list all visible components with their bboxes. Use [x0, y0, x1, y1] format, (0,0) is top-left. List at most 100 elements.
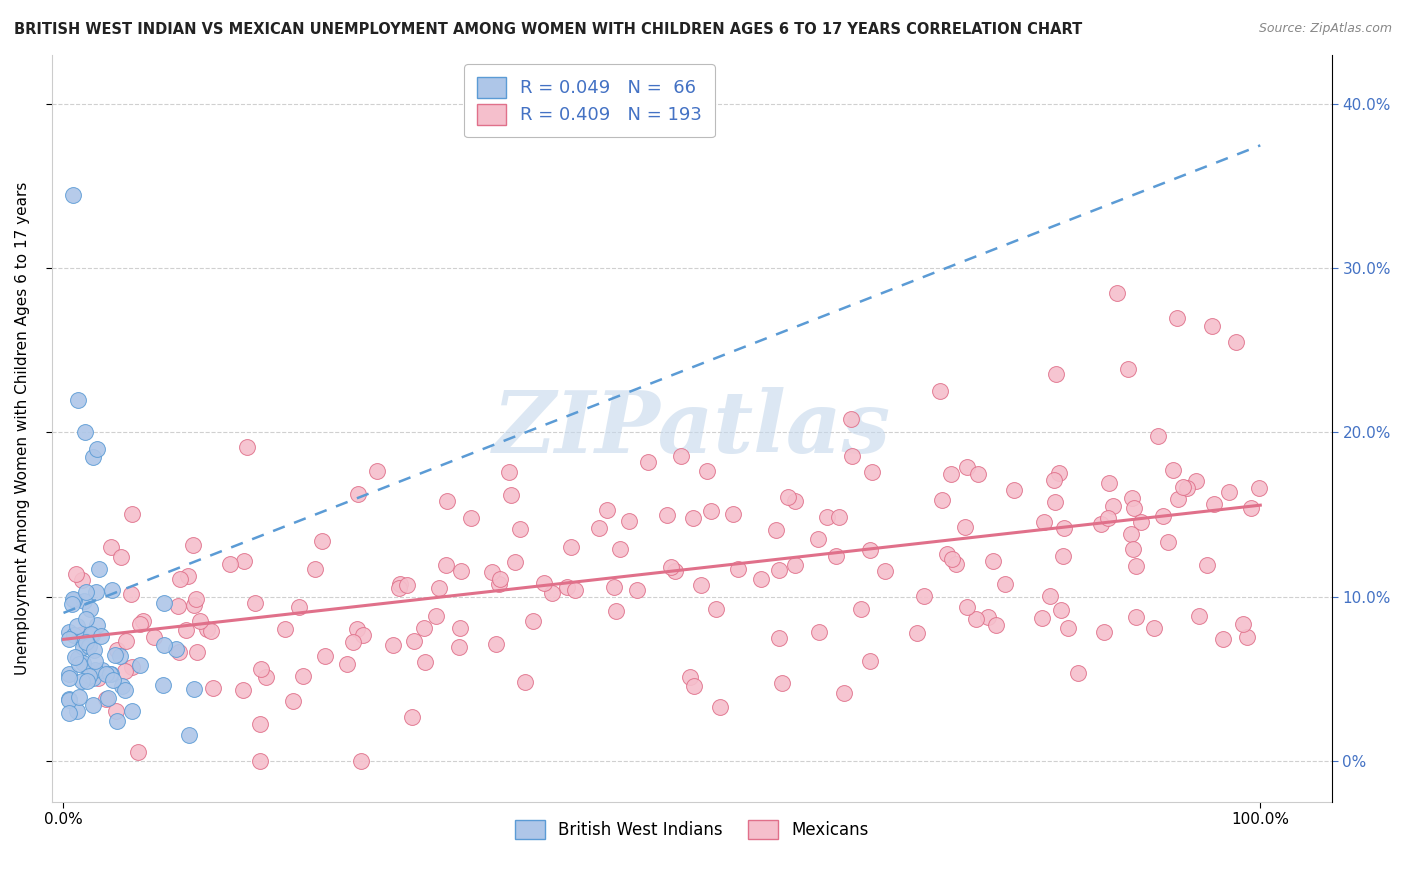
Point — [66, 392, 89, 407]
Point — [603, 580, 626, 594]
Point — [768, 631, 790, 645]
Text: Source: ZipAtlas.com: Source: ZipAtlas.com — [1258, 22, 1392, 36]
Point — [533, 575, 555, 590]
Point — [1067, 666, 1090, 681]
Point — [1031, 610, 1053, 624]
Point — [1043, 474, 1066, 488]
Point — [689, 578, 711, 592]
Point — [488, 576, 510, 591]
Point — [1153, 509, 1175, 524]
Point — [63, 649, 86, 664]
Point — [184, 591, 207, 606]
Point — [1201, 318, 1223, 333]
Point — [700, 504, 723, 518]
Point — [1161, 463, 1184, 477]
Point — [105, 714, 128, 729]
Point — [291, 669, 314, 683]
Point — [841, 450, 863, 464]
Point — [503, 555, 526, 569]
Point — [1188, 609, 1211, 624]
Point — [108, 648, 131, 663]
Point — [183, 599, 205, 613]
Point — [94, 692, 117, 706]
Point — [82, 671, 104, 685]
Point — [87, 562, 110, 576]
Point — [436, 494, 458, 508]
Point — [807, 533, 830, 547]
Point — [1047, 466, 1070, 480]
Point — [366, 463, 388, 477]
Point — [1167, 492, 1189, 507]
Point — [80, 628, 103, 642]
Point — [1116, 362, 1139, 376]
Point — [595, 503, 617, 517]
Point — [1057, 621, 1080, 635]
Point — [808, 624, 831, 639]
Point — [84, 585, 107, 599]
Point — [1097, 510, 1119, 524]
Point — [70, 674, 93, 689]
Point — [1146, 429, 1168, 443]
Point — [498, 466, 520, 480]
Point — [388, 577, 411, 591]
Point — [115, 634, 138, 648]
Point — [1050, 602, 1073, 616]
Point — [541, 585, 564, 599]
Point — [522, 614, 544, 628]
Point — [121, 704, 143, 718]
Point — [72, 632, 94, 647]
Point — [1212, 632, 1234, 647]
Point — [945, 557, 967, 571]
Point — [87, 671, 110, 685]
Point — [65, 567, 87, 582]
Point — [72, 640, 94, 654]
Point — [121, 507, 143, 521]
Point — [1097, 475, 1119, 490]
Point — [314, 648, 336, 663]
Point — [1045, 367, 1067, 381]
Point — [86, 618, 108, 632]
Point — [79, 602, 101, 616]
Point — [100, 667, 122, 681]
Point — [588, 521, 610, 535]
Point — [1043, 495, 1066, 509]
Point — [70, 573, 93, 587]
Point — [65, 704, 87, 718]
Point — [929, 384, 952, 399]
Point — [1157, 534, 1180, 549]
Point — [696, 465, 718, 479]
Point — [401, 710, 423, 724]
Point — [509, 522, 531, 536]
Point — [956, 459, 979, 474]
Point — [94, 667, 117, 681]
Point — [617, 514, 640, 528]
Point — [335, 657, 357, 672]
Point — [1092, 625, 1115, 640]
Point — [785, 493, 807, 508]
Point — [76, 673, 98, 688]
Point — [664, 564, 686, 578]
Point — [905, 626, 928, 640]
Point — [83, 663, 105, 677]
Point — [931, 493, 953, 508]
Point — [77, 639, 100, 653]
Point — [58, 671, 80, 685]
Point — [1204, 497, 1226, 511]
Point — [342, 634, 364, 648]
Text: BRITISH WEST INDIAN VS MEXICAN UNEMPLOYMENT AMONG WOMEN WITH CHILDREN AGES 6 TO : BRITISH WEST INDIAN VS MEXICAN UNEMPLOYM… — [14, 22, 1083, 37]
Point — [62, 593, 84, 607]
Point — [177, 728, 200, 742]
Point — [450, 564, 472, 578]
Point — [1121, 491, 1143, 506]
Point — [249, 754, 271, 768]
Point — [97, 690, 120, 705]
Point — [62, 187, 84, 202]
Point — [1197, 558, 1219, 572]
Point — [704, 602, 727, 616]
Point — [249, 717, 271, 731]
Point — [481, 565, 503, 579]
Point — [82, 450, 104, 464]
Point — [58, 693, 80, 707]
Point — [984, 617, 1007, 632]
Point — [981, 554, 1004, 568]
